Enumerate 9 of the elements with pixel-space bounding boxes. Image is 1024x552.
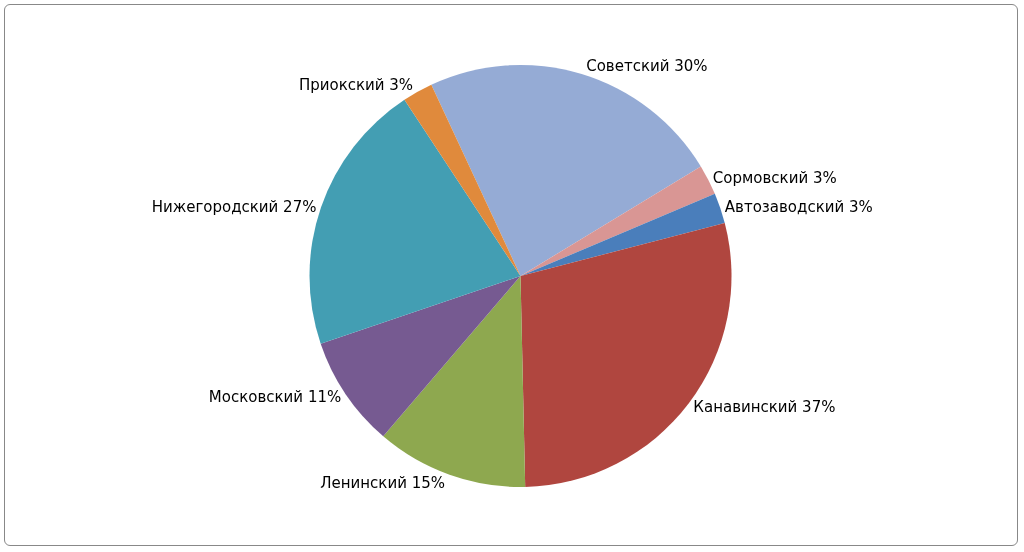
slice-label: Приокский 3% [298, 75, 414, 94]
slice-label: Нижегородский 27% [151, 197, 317, 216]
slice-label: Советский 30% [586, 56, 708, 75]
slice-label: Канавинский 37% [693, 397, 836, 416]
pie-slice [520, 166, 715, 276]
slice-label: Московский 11% [208, 388, 342, 407]
slice-label: Ленинский 15% [320, 473, 446, 492]
slice-label: Сормовский 3% [712, 169, 837, 188]
slice-label: Автозаводский 3% [724, 198, 873, 217]
